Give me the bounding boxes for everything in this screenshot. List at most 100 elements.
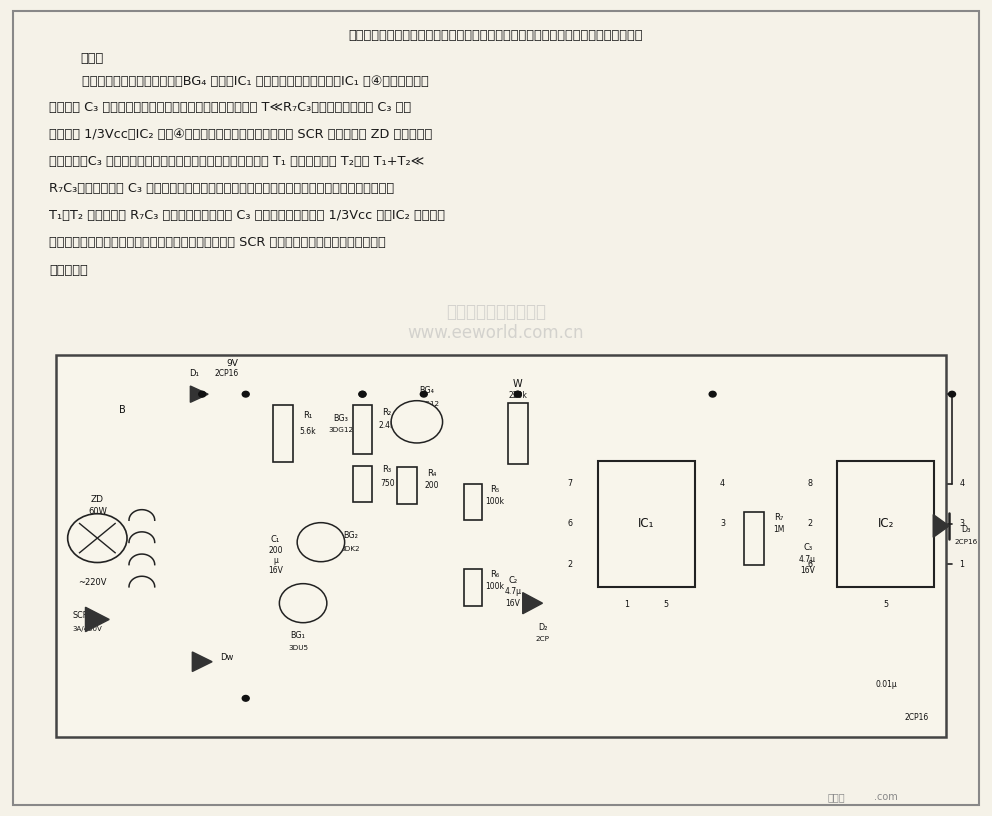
Text: 5.6k: 5.6k [300,427,316,436]
Text: 220k: 220k [508,392,527,401]
Text: 4: 4 [720,479,725,488]
Text: R₂: R₂ [383,408,392,417]
Text: ZD: ZD [91,494,104,503]
Text: 6: 6 [807,560,812,569]
Circle shape [280,583,326,623]
Text: 8: 8 [807,479,812,488]
Text: C₁: C₁ [271,535,280,544]
Text: 100k: 100k [485,497,505,506]
Text: 9V: 9V [226,359,238,368]
Text: B: B [119,406,125,415]
Circle shape [242,695,249,701]
Text: .com: .com [874,792,898,802]
Text: 电压等于 1/3Vcc，IC₂ 的第④输出为高电平，触发双向可控硅 SCR 导通，灯泡 ZD 两端得电发: 电压等于 1/3Vcc，IC₂ 的第④输出为高电平，触发双向可控硅 SCR 导通… [49,128,433,141]
Text: R₇: R₇ [775,513,784,522]
Bar [464,484,482,521]
Bar [56,355,946,738]
Text: D₂: D₂ [538,623,548,632]
Bar [508,403,528,464]
Text: 本电路图是表示照明灯可在傍晦自动开启后工作若干小时自动息灯的光控定时路灯的电: 本电路图是表示照明灯可在傍晦自动开启后工作若干小时自动息灯的光控定时路灯的电 [349,29,643,42]
Text: R₁: R₁ [304,410,312,419]
Text: 3DK2: 3DK2 [341,546,360,552]
Text: 0.01μ: 0.01μ [876,680,898,689]
Text: 出。由于 C₃ 的充电时间常数较大，且振荡电路的振荡周期 T≪R₇C₃，故刚开始工作时 C₃ 上的: 出。由于 C₃ 的充电时间常数较大，且振荡电路的振荡周期 T≪R₇C₃，故刚开始… [49,101,411,114]
Text: D₃: D₃ [961,526,970,534]
Text: IC₂: IC₂ [878,517,894,530]
Text: 1: 1 [625,601,630,610]
Text: 1M: 1M [773,526,785,534]
Text: 2CP16: 2CP16 [954,539,977,545]
Text: 16V: 16V [801,566,815,575]
Text: 天黑后，在光电开关作用下，BG₄ 导通，IC₁ 等构成的振荡电路启振，IC₁ 第④有脉冲不断输: 天黑后，在光电开关作用下，BG₄ 导通，IC₁ 等构成的振荡电路启振，IC₁ 第… [49,74,429,87]
Text: 4: 4 [959,479,964,488]
Text: BG₃: BG₃ [333,414,348,423]
Bar [744,512,764,565]
Text: 3DG12: 3DG12 [415,401,439,407]
Bar [464,569,482,605]
Circle shape [421,392,428,397]
Text: 2CP: 2CP [536,636,550,642]
Bar [837,461,934,587]
Text: 3: 3 [720,520,725,529]
Polygon shape [85,607,109,632]
Text: 7: 7 [567,479,572,488]
Text: D₁: D₁ [189,370,199,379]
Circle shape [359,392,366,397]
Bar [598,461,694,587]
Bar [397,468,417,504]
Polygon shape [933,515,949,537]
Text: 3: 3 [959,520,964,529]
Text: 100k: 100k [485,583,505,592]
Text: C₂: C₂ [508,576,518,585]
Circle shape [242,392,249,397]
Text: Dw: Dw [220,653,234,662]
Circle shape [514,392,521,397]
Circle shape [391,401,442,443]
Text: ~220V: ~220V [78,579,107,588]
Text: 200: 200 [268,546,283,555]
Text: 4.7μ: 4.7μ [800,555,816,564]
Text: μ: μ [273,557,278,565]
Text: 2.4k: 2.4k [379,420,396,429]
Text: 2CP16: 2CP16 [905,712,929,721]
Text: 1: 1 [959,560,964,569]
Circle shape [198,392,205,397]
Text: （李光炳）: （李光炳） [49,264,87,277]
Text: R₃: R₃ [383,465,392,474]
Text: SCR: SCR [72,611,89,620]
Polygon shape [190,386,208,402]
Text: 捐线图: 捐线图 [827,792,845,802]
Text: 杭州洛蚮科技有限公司: 杭州洛蚮科技有限公司 [446,303,546,321]
Circle shape [948,392,955,397]
Circle shape [359,392,366,397]
Circle shape [298,523,344,561]
Text: BG₄: BG₄ [420,387,434,396]
Text: 2: 2 [567,560,572,569]
Text: R₅: R₅ [490,485,500,494]
Text: R₄: R₄ [427,468,436,477]
Text: 2: 2 [807,520,812,529]
Text: 16V: 16V [505,599,520,608]
Bar [274,405,294,462]
Bar [352,466,372,503]
Text: R₆: R₆ [490,570,500,579]
Text: 光。此后，C₃ 在充电脉冲作用下，只要振荡电路满足充电时间 T₁ 大于放电时间 T₂，且 T₁+T₂≪: 光。此后，C₃ 在充电脉冲作用下，只要振荡电路满足充电时间 T₁ 大于放电时间 … [49,155,425,168]
Text: IC₁: IC₁ [638,517,655,530]
Circle shape [709,392,716,397]
Text: R₇C₃，即可使电容 C₃ 上的电压再充一些、放一点的过程逐步上升，且上升速度可通过适当调整: R₇C₃，即可使电容 C₃ 上的电压再充一些、放一点的过程逐步上升，且上升速度可… [49,182,394,195]
Text: 750: 750 [380,479,395,488]
Text: C₃: C₃ [804,543,812,552]
Text: 6: 6 [567,520,572,529]
Text: 4.7μ: 4.7μ [504,588,522,596]
Text: BG₂: BG₂ [343,531,358,540]
Text: 60W: 60W [88,507,107,516]
Text: 3DU5: 3DU5 [288,645,309,651]
Text: 5: 5 [883,601,888,610]
Text: 3A/400V: 3A/400V [72,626,102,632]
Text: 5: 5 [664,601,669,610]
Text: W: W [513,379,523,389]
Text: 路图。: 路图。 [80,51,104,64]
Text: 16V: 16V [268,566,283,575]
Bar [352,405,372,454]
Polygon shape [192,652,212,672]
